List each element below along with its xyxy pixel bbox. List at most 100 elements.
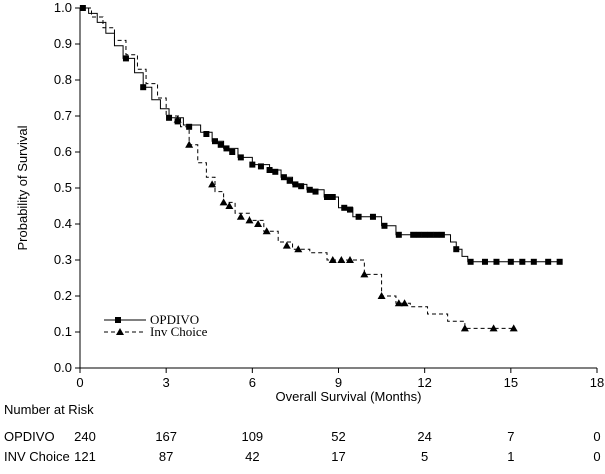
x-tick-label: 15 <box>504 375 518 390</box>
censor-mark <box>329 194 336 200</box>
censor-mark <box>217 141 224 148</box>
censor-mark <box>377 292 386 299</box>
censor-mark <box>545 258 552 265</box>
censor-mark <box>400 299 409 307</box>
y-tick-label: 0.7 <box>54 108 72 123</box>
censor-mark <box>556 258 563 265</box>
risk-count: 5 <box>421 449 428 464</box>
censor-mark <box>433 231 440 238</box>
censor-mark <box>306 186 313 193</box>
x-tick-label: 3 <box>163 375 170 390</box>
censor-mark <box>467 258 474 265</box>
censor-mark <box>223 145 230 152</box>
censor-mark <box>203 131 210 137</box>
risk-count: 7 <box>507 429 514 444</box>
x-axis-title: Overall Survival (Months) <box>276 389 422 404</box>
y-tick-label: 0.5 <box>54 180 72 195</box>
censor-mark <box>292 181 299 188</box>
censor-mark <box>173 115 182 123</box>
censor-mark <box>421 231 428 238</box>
risk-count: 167 <box>155 429 177 444</box>
risk-count: 52 <box>331 429 345 444</box>
survival-curve-line <box>80 7 514 329</box>
x-tick-label: 0 <box>76 375 83 390</box>
risk-count: 0 <box>593 429 600 444</box>
censor-mark <box>236 212 245 220</box>
censor-mark <box>337 256 346 263</box>
censor-mark <box>381 222 388 229</box>
censor-mark <box>395 231 402 238</box>
censor-mark <box>280 174 287 181</box>
y-tick-label: 0.6 <box>54 144 72 159</box>
risk-row-label: INV Choice <box>4 449 70 464</box>
censor-mark <box>489 324 498 332</box>
censor-mark <box>211 138 218 145</box>
y-axis-title: Probability of Survival <box>15 125 30 250</box>
risk-count: 121 <box>74 449 96 464</box>
legend-marker <box>116 328 124 335</box>
x-tick-label: 9 <box>335 375 342 390</box>
censor-mark <box>346 206 353 213</box>
legend-label: OPDIVO <box>150 312 199 327</box>
censor-mark <box>262 227 271 235</box>
censor-mark <box>394 299 403 307</box>
x-tick-label: 6 <box>249 375 256 390</box>
legend-label: Inv Choice <box>150 324 208 339</box>
censor-mark <box>185 140 194 148</box>
censor-mark <box>481 258 488 265</box>
censor-mark <box>257 163 264 170</box>
x-tick-label: 18 <box>590 375 604 390</box>
censor-mark <box>245 216 254 224</box>
censor-mark <box>219 198 228 206</box>
y-tick-label: 0.0 <box>54 360 72 375</box>
censor-mark <box>249 161 256 168</box>
y-tick-label: 0.9 <box>54 36 72 51</box>
censor-mark <box>298 183 305 190</box>
plot-axes: 0.0 0.1 0.2 0.3 0.4 0.5 0.6 0.7 0.8 0.9 1.0 0 3 6 9 12 1… <box>54 0 604 390</box>
risk-count: 87 <box>159 449 173 464</box>
censor-mark <box>509 324 518 332</box>
censor-mark <box>427 231 434 238</box>
y-tick-label: 0.8 <box>54 72 72 87</box>
censor-mark <box>369 213 376 220</box>
y-tick-label: 0.4 <box>54 216 72 231</box>
survival-curve-line <box>80 7 560 263</box>
censor-mark <box>355 213 362 220</box>
risk-row-label: OPDIVO <box>4 429 55 444</box>
censor-mark <box>166 114 173 121</box>
y-tick-label: 0.1 <box>54 324 72 339</box>
censor-mark <box>328 256 337 263</box>
series-inv-choice <box>80 7 518 332</box>
censor-mark <box>266 167 273 173</box>
censor-mark <box>345 256 354 263</box>
censor-mark <box>272 168 279 175</box>
censor-mark <box>460 324 469 332</box>
censor-mark <box>208 180 217 188</box>
risk-count: 240 <box>74 429 96 444</box>
censor-mark <box>294 245 303 253</box>
risk-count: 24 <box>417 429 431 444</box>
series-layer <box>79 5 563 332</box>
censor-mark <box>519 258 526 265</box>
censor-mark <box>530 258 537 265</box>
risk-count: 0 <box>593 449 600 464</box>
risk-count: 17 <box>331 449 345 464</box>
censor-mark <box>324 194 331 200</box>
legend-marker <box>115 317 121 323</box>
censor-mark <box>225 202 234 209</box>
censor-mark <box>493 258 500 265</box>
censor-mark <box>438 231 445 238</box>
y-tick-label: 0.3 <box>54 252 72 267</box>
censor-mark <box>410 231 417 238</box>
censor-mark <box>341 204 348 211</box>
risk-table-title: Number at Risk <box>4 402 94 417</box>
censor-mark <box>237 154 244 161</box>
censor-mark <box>286 177 293 184</box>
x-tick-label: 12 <box>417 375 431 390</box>
censor-mark <box>282 241 291 249</box>
risk-count: 109 <box>241 429 263 444</box>
censor-mark <box>122 55 129 62</box>
y-tick-label: 0.2 <box>54 288 72 303</box>
series-opdivo <box>79 5 563 265</box>
risk-count: 42 <box>245 449 259 464</box>
